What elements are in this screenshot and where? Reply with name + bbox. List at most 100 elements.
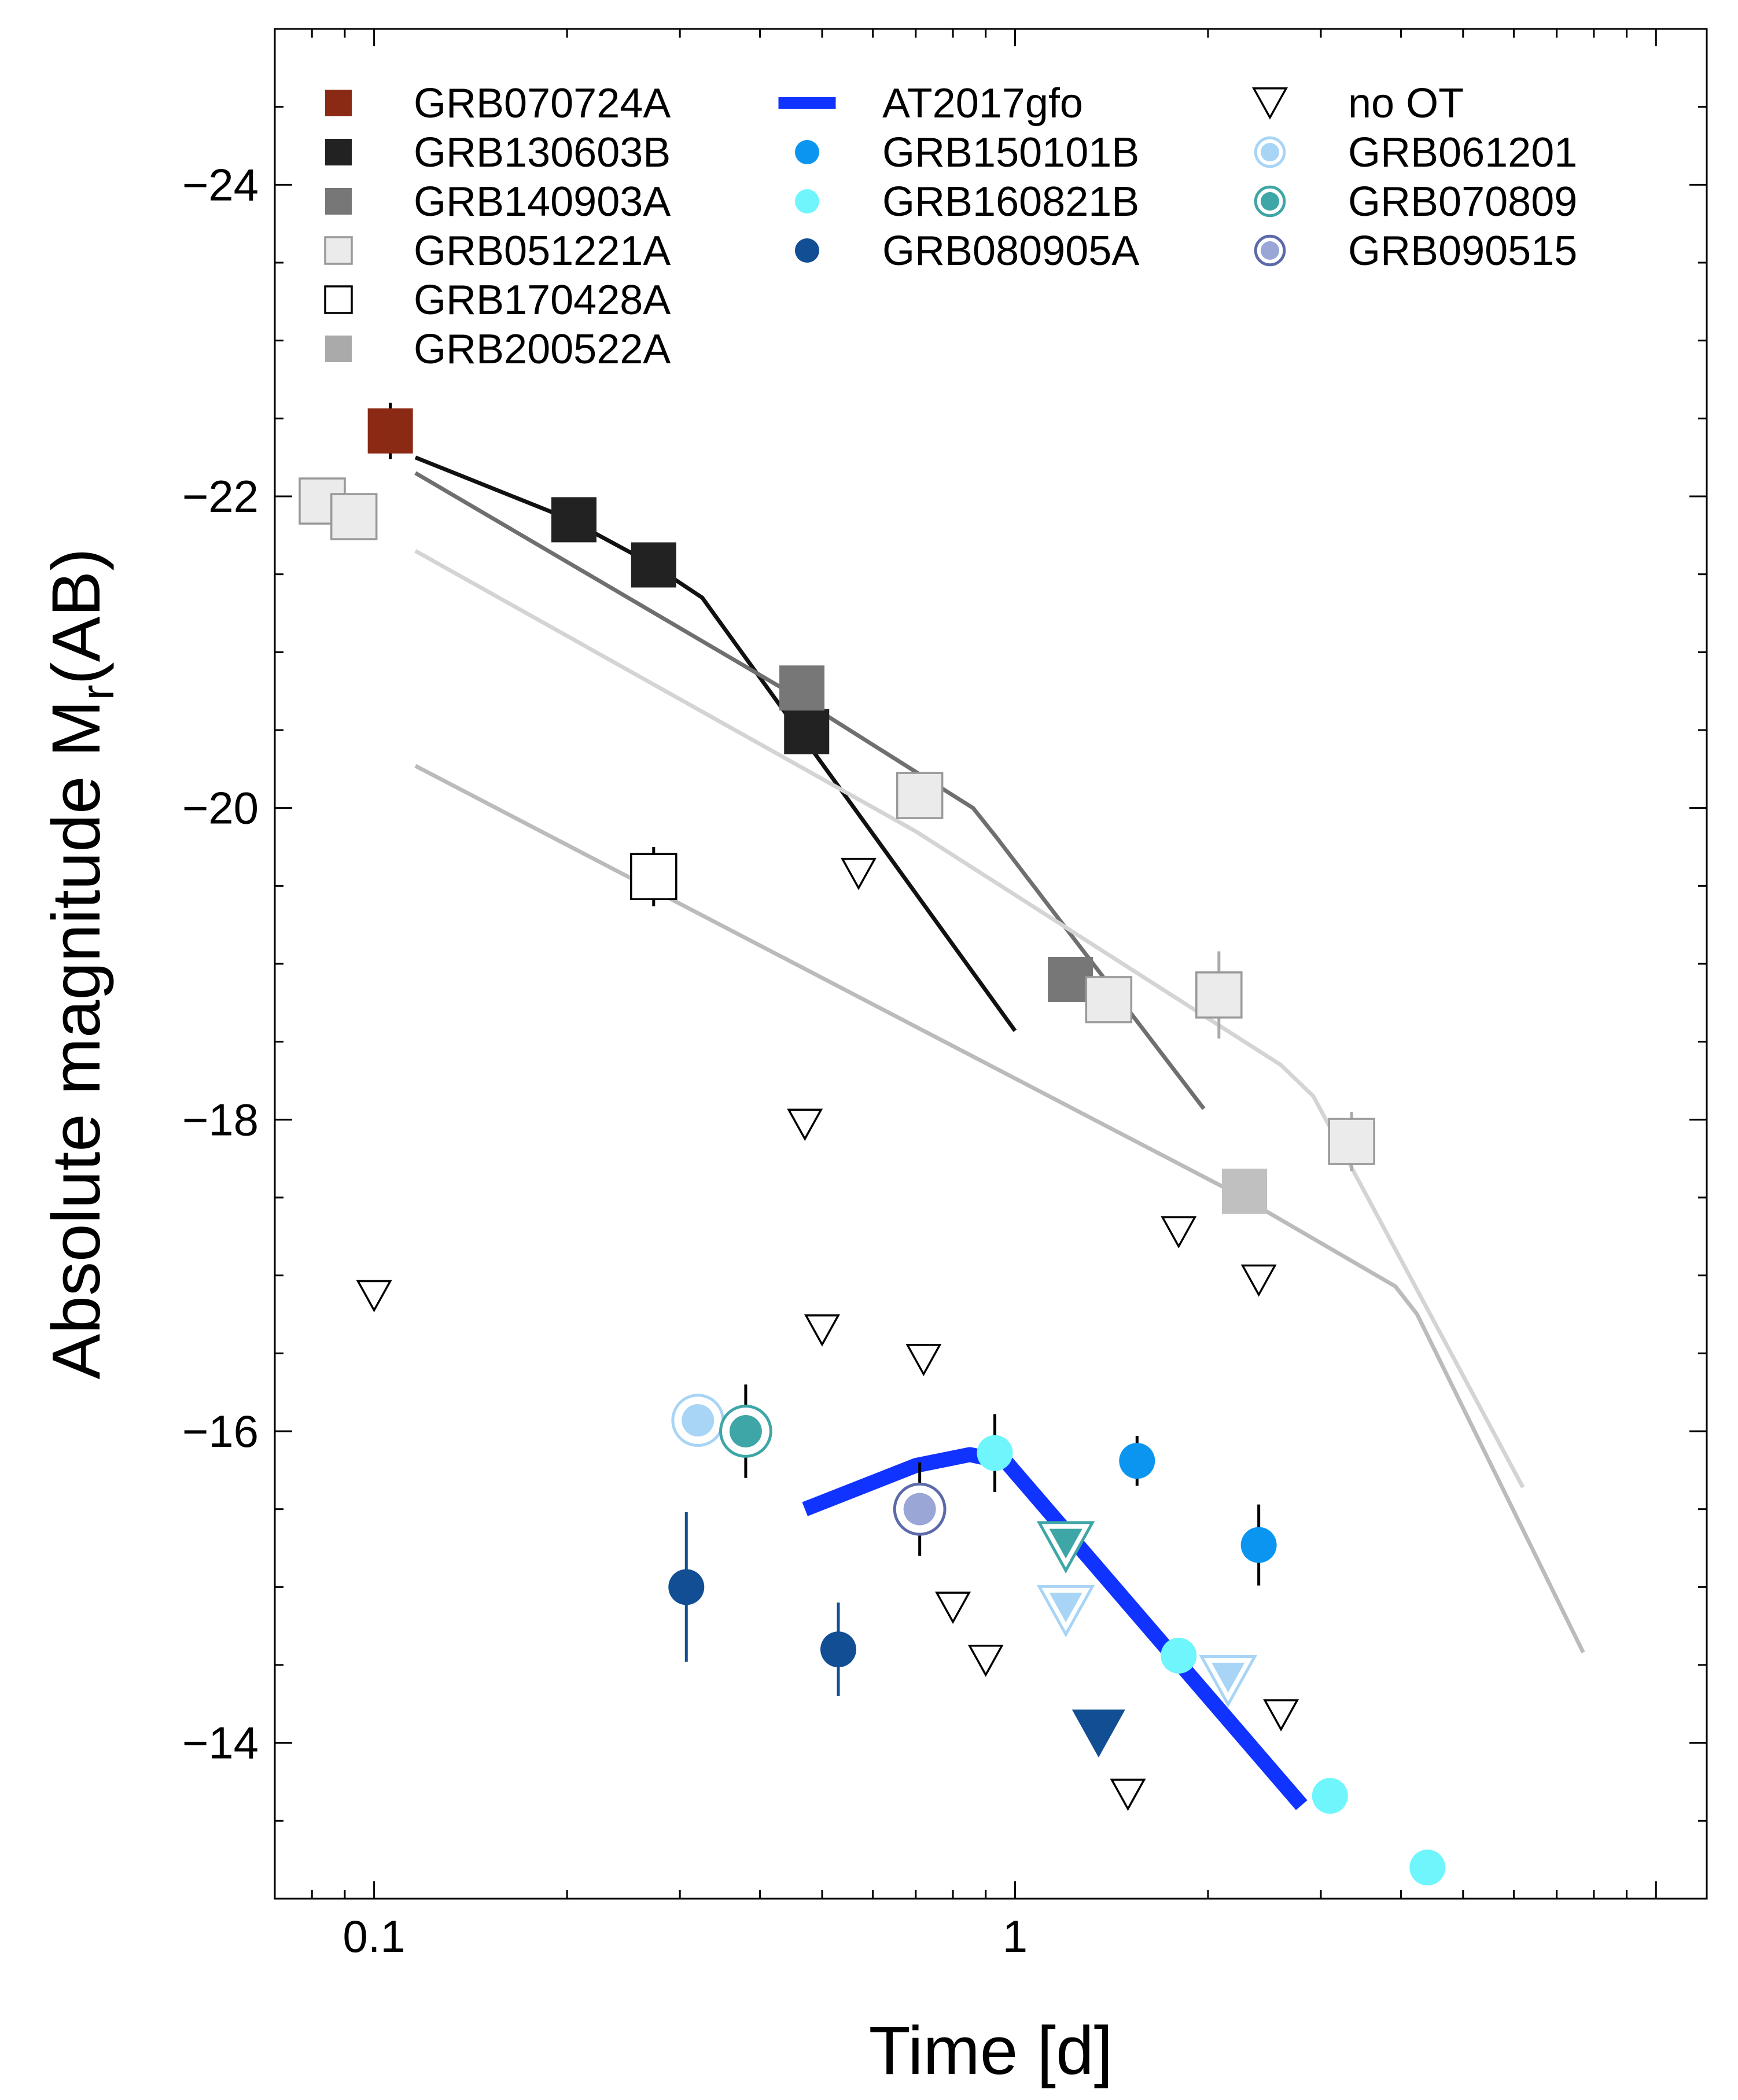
y-axis-title: Absolute magnitude Mr(AB) [38, 548, 123, 1380]
legend-label: GRB150101B [882, 130, 1139, 176]
y-tick-label: −20 [182, 783, 259, 834]
data-point-shape [551, 497, 596, 543]
data-point-shape [1409, 1850, 1446, 1886]
upper-limit-marker-shape [804, 1314, 840, 1347]
upper-limit-marker [841, 857, 877, 890]
model-curve [414, 764, 1585, 1654]
data-point [1240, 1527, 1277, 1563]
legend-marker-shape [325, 90, 352, 116]
legend: GRB070724AGRB130603BGRB140903AGRB051221A… [324, 80, 1577, 373]
legend-item: GRB200522A [325, 326, 671, 373]
data-point-shape [631, 542, 676, 588]
legend-marker [1252, 87, 1288, 120]
data-point-shape [1240, 1527, 1277, 1563]
upper-limit-marker-shape [1240, 1264, 1277, 1297]
data-point-shape [367, 408, 413, 454]
upper-limit-marker [1263, 1699, 1299, 1731]
legend-marker-shape [795, 140, 819, 164]
legend-label: GRB200522A [414, 326, 671, 373]
data-point [367, 408, 413, 454]
error-bars [389, 403, 1353, 1696]
data-point-shape [977, 1435, 1013, 1471]
legend-label: GRB051221A [414, 228, 671, 274]
data-point [1119, 1443, 1155, 1479]
legend-marker [325, 188, 352, 215]
upper-limit-marker-inner [1049, 1528, 1082, 1559]
upper-limit-marker-shape [1161, 1216, 1197, 1249]
legend-marker [795, 189, 819, 213]
data-point [668, 1569, 705, 1605]
legend-marker [325, 139, 352, 165]
legend-marker [325, 90, 352, 116]
model-curve [414, 455, 1017, 1032]
legend-label: GRB070809 [1348, 179, 1577, 225]
legend-marker [1254, 136, 1286, 168]
data-point-shape [668, 1569, 705, 1605]
legend-label: GRB170428A [414, 277, 671, 323]
legend-item: GRB150101B [795, 130, 1139, 176]
y-tick-label: −22 [182, 471, 259, 522]
data-point [1328, 1118, 1375, 1165]
legend-label: GRB130603B [414, 130, 671, 176]
data-point [1221, 1169, 1267, 1214]
data-point-shape [1119, 1443, 1155, 1479]
data-point [630, 853, 677, 900]
data-point [551, 497, 596, 543]
data-point [631, 542, 676, 588]
legend-marker [325, 336, 352, 362]
upper-limit-marker [1071, 1710, 1125, 1758]
model-curves [414, 455, 1585, 1810]
data-point-shape [330, 493, 378, 540]
legend-label: GRB160821B [882, 179, 1139, 225]
data-point [820, 1631, 856, 1668]
legend-marker [1254, 185, 1286, 218]
legend-marker [324, 236, 353, 265]
upper-limit-marker [804, 1314, 840, 1347]
y-tick-label: −24 [182, 159, 259, 210]
upper-limit-marker-inner [1212, 1663, 1245, 1693]
data-point-shape [896, 772, 944, 819]
upper-limit-marker [905, 1344, 942, 1376]
upper-limit-marker [1036, 1585, 1095, 1638]
upper-limit-marker-shape [967, 1644, 1004, 1677]
upper-limit-marker-shape [356, 1280, 392, 1313]
data-points [299, 408, 1446, 1886]
data-point-dot [729, 1415, 762, 1447]
data-point-shape [1195, 971, 1243, 1019]
tick-labels: 0.1 1 −14 −16 −18 −20 −22 −24 [182, 159, 1028, 1962]
data-point [784, 709, 830, 754]
x-axis-title: Time [d] [869, 2013, 1113, 2089]
data-point-shape [1161, 1637, 1197, 1674]
data-point [719, 1405, 772, 1458]
upper-limit-marker [356, 1280, 392, 1313]
data-point [1195, 971, 1243, 1019]
legend-marker-dot [1261, 241, 1279, 260]
upper-limit-marker-shape [905, 1344, 942, 1376]
upper-limit-marker-shape [935, 1591, 971, 1624]
upper-limit-marker-shape [841, 857, 877, 890]
data-point [896, 772, 944, 819]
legend-marker-shape [325, 139, 352, 165]
legend-marker [795, 140, 819, 164]
legend-item: GRB170428A [324, 277, 671, 323]
y-tick-label: −18 [182, 1094, 259, 1145]
legend-label: GRB090515 [1348, 228, 1577, 274]
legend-marker [795, 238, 819, 263]
kilonova-curve [802, 1447, 1308, 1810]
y-axis-title-subscript: r [72, 685, 123, 701]
upper-limit-marker [1161, 1216, 1197, 1249]
legend-item: GRB160821B [795, 179, 1139, 225]
data-point-shape [1085, 976, 1133, 1023]
data-point-shape [630, 853, 677, 900]
data-point [1312, 1778, 1348, 1814]
data-point-shape [1221, 1169, 1267, 1214]
data-point-shape [820, 1631, 856, 1668]
upper-limit-marker-shape [1110, 1778, 1146, 1811]
legend-label: GRB070724A [414, 80, 671, 127]
legend-marker-shape [325, 188, 352, 215]
legend-marker-dot [1261, 143, 1279, 161]
data-point-shape [784, 709, 830, 754]
legend-item: no OT [1252, 80, 1464, 127]
upper-limit-marker-shape [1263, 1699, 1299, 1731]
